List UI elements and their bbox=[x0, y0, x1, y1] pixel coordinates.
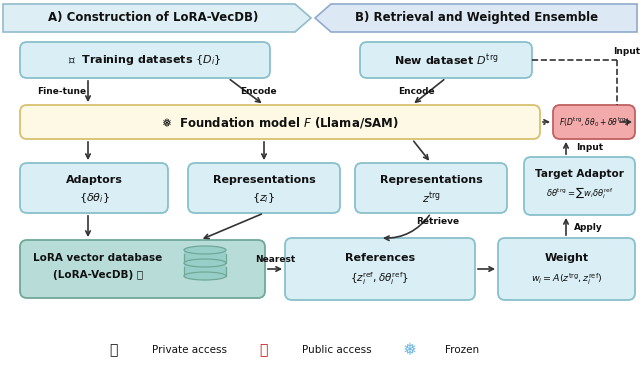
FancyBboxPatch shape bbox=[553, 105, 635, 139]
Text: References: References bbox=[345, 253, 415, 263]
FancyBboxPatch shape bbox=[20, 105, 540, 139]
Ellipse shape bbox=[184, 272, 226, 280]
FancyBboxPatch shape bbox=[188, 163, 340, 213]
Ellipse shape bbox=[184, 259, 226, 267]
Text: Input: Input bbox=[613, 48, 640, 56]
Bar bbox=[184, 250, 226, 263]
Text: Adaptors: Adaptors bbox=[65, 175, 122, 185]
Text: 🔒  Training datasets $\{D_i\}$: 🔒 Training datasets $\{D_i\}$ bbox=[68, 53, 222, 67]
Text: Encode: Encode bbox=[240, 87, 276, 97]
Text: ❅  Foundation model $F$ (Llama/SAM): ❅ Foundation model $F$ (Llama/SAM) bbox=[161, 115, 399, 130]
Text: 🔒: 🔒 bbox=[109, 343, 117, 357]
Text: Target Adaptor: Target Adaptor bbox=[535, 169, 624, 179]
Text: Input: Input bbox=[577, 143, 604, 153]
Text: 🔓: 🔓 bbox=[259, 343, 267, 357]
Text: ❅: ❅ bbox=[403, 341, 417, 359]
FancyBboxPatch shape bbox=[524, 157, 635, 215]
Polygon shape bbox=[315, 4, 637, 32]
Text: $w_i = A(z^{\mathrm{trg}}, z_i^{\mathrm{ref}})$: $w_i = A(z^{\mathrm{trg}}, z_i^{\mathrm{… bbox=[531, 272, 602, 287]
FancyBboxPatch shape bbox=[20, 163, 168, 213]
FancyBboxPatch shape bbox=[355, 163, 507, 213]
Text: $z^{\mathrm{trg}}$: $z^{\mathrm{trg}}$ bbox=[422, 190, 440, 206]
FancyBboxPatch shape bbox=[360, 42, 532, 78]
Text: New dataset $D^{\mathrm{trg}}$: New dataset $D^{\mathrm{trg}}$ bbox=[394, 52, 499, 68]
Text: Public access: Public access bbox=[302, 345, 372, 355]
FancyBboxPatch shape bbox=[20, 42, 270, 78]
Bar bbox=[184, 263, 226, 276]
Text: Retrieve: Retrieve bbox=[417, 217, 460, 227]
Text: Private access: Private access bbox=[152, 345, 227, 355]
Text: $F(D^{\mathrm{trg}},\delta\theta_0+\delta\theta^{\mathrm{trg}})$: $F(D^{\mathrm{trg}},\delta\theta_0+\delt… bbox=[559, 115, 629, 129]
Polygon shape bbox=[3, 4, 311, 32]
Text: (LoRA-VecDB) 🔒: (LoRA-VecDB) 🔒 bbox=[53, 270, 143, 280]
Text: $\{\delta\theta_i\}$: $\{\delta\theta_i\}$ bbox=[79, 191, 109, 205]
Text: Frozen: Frozen bbox=[445, 345, 479, 355]
Text: Representations: Representations bbox=[380, 175, 483, 185]
Text: Nearest: Nearest bbox=[255, 255, 295, 265]
FancyBboxPatch shape bbox=[498, 238, 635, 300]
Text: Weight: Weight bbox=[545, 253, 589, 263]
FancyBboxPatch shape bbox=[20, 240, 265, 298]
Text: Representations: Representations bbox=[212, 175, 316, 185]
Text: $\delta\theta^{\mathrm{trg}}=\sum w_i\delta\theta_i^{\mathrm{ref}}$: $\delta\theta^{\mathrm{trg}}=\sum w_i\de… bbox=[546, 186, 613, 201]
Text: A) Construction of LoRA-VecDB): A) Construction of LoRA-VecDB) bbox=[48, 11, 258, 25]
Text: Encode: Encode bbox=[397, 87, 435, 97]
Text: $\{z_i\}$: $\{z_i\}$ bbox=[252, 191, 276, 205]
Text: $\{z_i^{\mathrm{ref}}, \delta\theta_i^{\mathrm{ref}}\}$: $\{z_i^{\mathrm{ref}}, \delta\theta_i^{\… bbox=[350, 270, 410, 287]
FancyBboxPatch shape bbox=[285, 238, 475, 300]
FancyArrowPatch shape bbox=[385, 215, 429, 240]
Text: Fine-tune: Fine-tune bbox=[37, 87, 86, 97]
Text: Apply: Apply bbox=[573, 224, 602, 232]
Text: B) Retrieval and Weighted Ensemble: B) Retrieval and Weighted Ensemble bbox=[355, 11, 598, 25]
Ellipse shape bbox=[184, 246, 226, 254]
Text: LoRA vector database: LoRA vector database bbox=[33, 253, 163, 263]
